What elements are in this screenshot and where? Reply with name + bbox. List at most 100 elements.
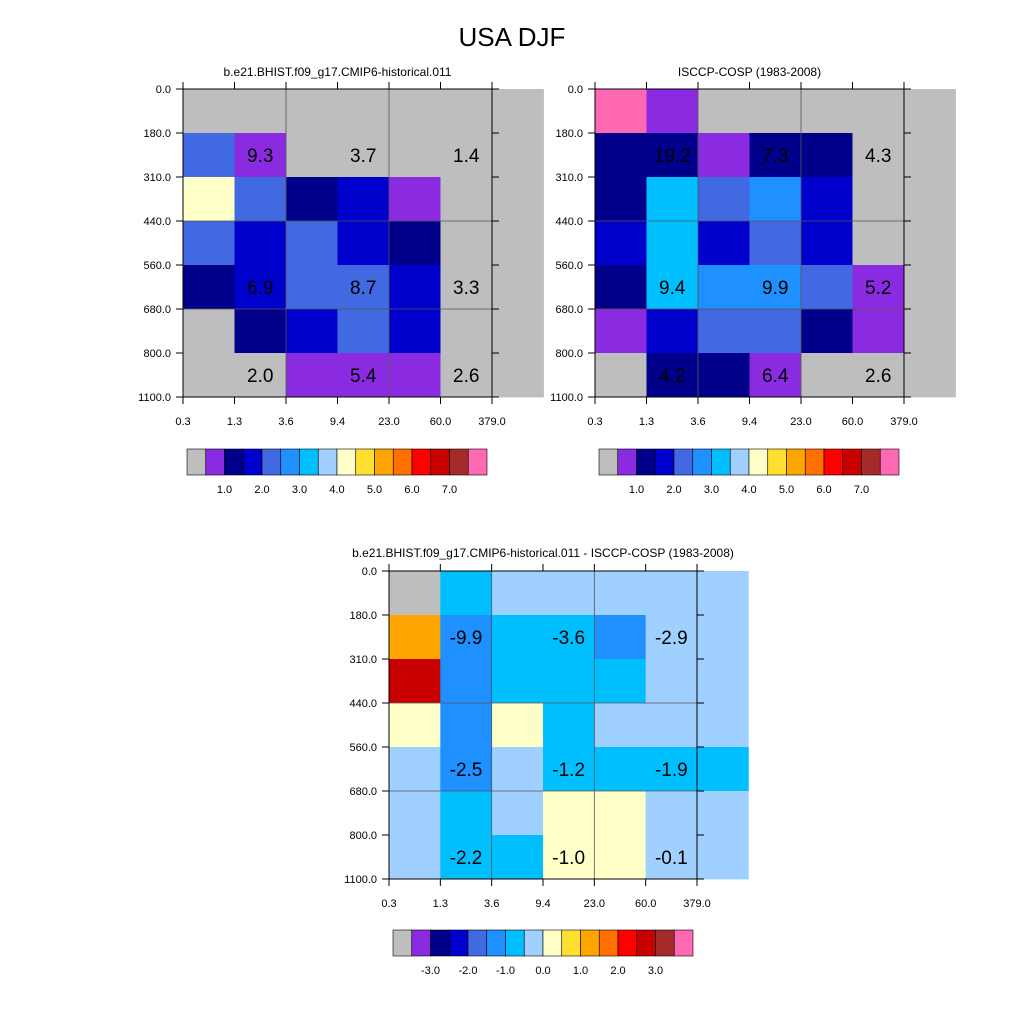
colorbar-swatch: [636, 448, 656, 476]
value-label: 19.2: [654, 146, 691, 167]
value-label: 9.9: [762, 278, 788, 299]
x-tick-label: 1.3: [433, 898, 448, 910]
value-label: 3.7: [350, 146, 376, 167]
heatmap-cell: [645, 703, 698, 748]
heatmap-cell: [904, 221, 956, 266]
y-tick-label: 0.0: [568, 84, 583, 96]
x-tick-label: 23.0: [790, 416, 811, 428]
y-tick-label: 560.0: [555, 260, 583, 272]
heatmap-cell: [697, 747, 749, 792]
heatmap-cell: [492, 133, 544, 178]
value-label: 9.3: [247, 146, 273, 167]
heatmap-cell: [440, 703, 493, 748]
heatmap-cell: [645, 659, 698, 704]
heatmap-cell: [183, 177, 235, 222]
heatmap-cell: [440, 133, 493, 178]
heatmap-cell: [286, 177, 338, 222]
heatmap-cell: [594, 791, 647, 836]
colorbar-label: 0.0: [535, 965, 550, 977]
heatmap-cell: [234, 221, 287, 266]
heatmap-cell: [645, 791, 698, 836]
x-tick-label: 60.0: [430, 416, 451, 428]
heatmap-cell: [183, 133, 235, 178]
heatmap-cell: [697, 791, 749, 836]
colorbar-swatch: [767, 448, 787, 476]
heatmap-cell: [440, 221, 493, 266]
heatmap-cell: [183, 353, 235, 398]
x-tick-label: 23.0: [584, 898, 605, 910]
heatmap-panel-1: b.e21.BHIST.f09_g17.CMIP6-historical.011…: [138, 65, 544, 496]
colorbar-swatch: [598, 448, 619, 476]
heatmap-cell: [904, 133, 956, 178]
x-tick-label: 3.6: [690, 416, 705, 428]
heatmap-cell: [440, 615, 493, 660]
heatmap-cell: [852, 265, 905, 310]
panel-title: ISCCP-COSP (1983-2008): [678, 65, 821, 79]
heatmap-cell: [749, 265, 802, 310]
value-label: 4.2: [659, 366, 685, 387]
value-label: 5.2: [865, 278, 891, 299]
colorbar-label: -3.0: [421, 965, 440, 977]
heatmap-cell: [595, 221, 647, 266]
colorbar-swatch: [673, 929, 694, 957]
heatmap-cell: [645, 747, 698, 792]
heatmap-cell: [646, 353, 699, 398]
heatmap-cell: [645, 571, 698, 616]
value-label: -1.9: [655, 760, 688, 781]
y-tick-label: 180.0: [143, 128, 171, 140]
value-label: 2.0: [247, 366, 273, 387]
heatmap-cell: [543, 571, 595, 616]
value-label: 1.4: [453, 146, 480, 167]
heatmap-cell: [234, 89, 287, 134]
heatmap-cell: [286, 265, 338, 310]
y-tick-label: 800.0: [555, 348, 583, 360]
colorbar-swatch: [804, 448, 825, 476]
x-tick-label: 0.3: [587, 416, 602, 428]
heatmap-cell: [904, 177, 956, 222]
colorbar-swatch: [430, 448, 450, 476]
heatmap-cell: [698, 221, 750, 266]
heatmap-cell: [183, 265, 235, 310]
heatmap-cell: [389, 615, 441, 660]
x-tick-label: 23.0: [378, 416, 399, 428]
x-tick-label: 379.0: [478, 416, 506, 428]
x-tick-label: 60.0: [842, 416, 863, 428]
colorbar: 1.0 2.0 3.0 4.0 5.0 6.0 7.0: [598, 448, 900, 496]
heatmap-cell: [492, 89, 544, 134]
heatmap-cell: [904, 309, 956, 354]
value-label: 2.6: [865, 366, 891, 387]
heatmap-cell: [698, 309, 750, 354]
colorbar-label: 2.0: [666, 484, 681, 496]
heatmap-cell: [698, 353, 750, 398]
heatmap-cell: [801, 89, 853, 134]
y-tick-label: 0.0: [156, 84, 171, 96]
heatmap-cell: [389, 659, 441, 704]
heatmap-cell: [492, 265, 544, 310]
heatmap-cell: [286, 353, 338, 398]
x-tick-label: 3.6: [484, 898, 499, 910]
x-tick-label: 0.3: [381, 898, 396, 910]
colorbar-swatch: [561, 929, 581, 957]
heatmap-cell: [595, 353, 647, 398]
heatmap-cell: [491, 791, 544, 836]
y-tick-label: 440.0: [555, 216, 583, 228]
heatmap-cell: [595, 265, 647, 310]
heatmap-cell: [594, 835, 647, 880]
colorbar-swatch: [673, 448, 694, 476]
colorbar-swatch: [692, 448, 712, 476]
heatmap-cell: [337, 353, 390, 398]
heatmap-cell: [543, 791, 595, 836]
heatmap-cell: [389, 265, 441, 310]
heatmap-cell: [183, 89, 235, 134]
figure-title: USA DJF: [459, 22, 566, 52]
colorbar-label: 6.0: [404, 484, 419, 496]
heatmap-cell: [543, 615, 595, 660]
heatmap-cell: [234, 309, 287, 354]
heatmap-cell: [749, 353, 802, 398]
colorbar-swatch: [748, 448, 769, 476]
heatmap-cell: [645, 835, 698, 880]
heatmap-cell: [440, 309, 493, 354]
heatmap-cell: [440, 177, 493, 222]
heatmap-cell: [491, 571, 544, 616]
x-tick-label: 60.0: [635, 898, 656, 910]
